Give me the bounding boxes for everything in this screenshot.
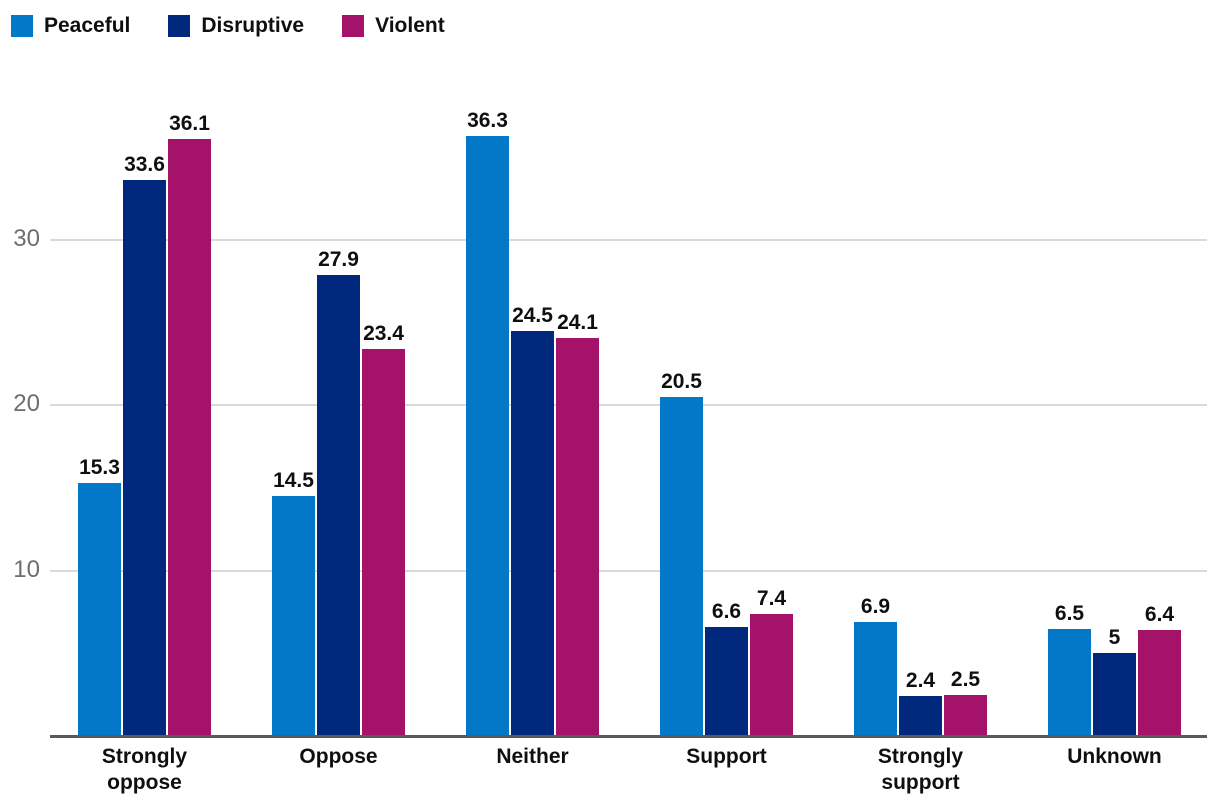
bar-disruptive [705, 626, 748, 736]
bar-peaceful [660, 397, 703, 736]
bar-peaceful [272, 496, 315, 736]
x-axis-category-label: Strongly support [877, 745, 964, 794]
y-axis-tick-label: 30 [13, 225, 40, 252]
y-axis-tick-label: 10 [13, 555, 40, 583]
bar-value-label: 23.4 [363, 322, 404, 346]
bar-value-label: 20.5 [661, 370, 702, 394]
bar-disruptive [511, 330, 554, 736]
bar-violent [362, 349, 405, 736]
bar-value-label: 33.6 [124, 153, 165, 177]
bar-violent [1138, 630, 1181, 736]
gridline-30 [50, 239, 1207, 241]
legend-label: Violent [375, 14, 445, 37]
bar-violent [750, 613, 793, 736]
legend-label: Peaceful [44, 14, 131, 37]
chart-legend: Peaceful Disruptive Violent [11, 14, 445, 38]
legend-item-disruptive: Disruptive [168, 14, 304, 38]
bar-disruptive [1093, 653, 1136, 736]
legend-swatch-icon [11, 15, 33, 37]
x-axis-line [50, 735, 1207, 738]
bar-value-label: 6.6 [711, 599, 742, 623]
bar-value-label: 7.4 [756, 586, 787, 610]
bar-value-label: 6.5 [1054, 601, 1085, 625]
bar-value-label: 6.9 [860, 594, 891, 618]
legend-label: Disruptive [201, 14, 305, 37]
bar-value-label: 24.1 [557, 310, 598, 334]
bar-violent [944, 694, 987, 736]
x-axis-category-label: Neither [496, 745, 569, 768]
bar-value-label: 2.4 [905, 669, 936, 693]
bar-value-label: 5 [1108, 626, 1121, 650]
x-axis-category-label: Oppose [299, 745, 378, 768]
bar-peaceful [1048, 628, 1091, 736]
y-axis-tick-label: 20 [13, 390, 40, 418]
x-axis-category-label: Strongly oppose [101, 745, 188, 794]
bar-value-label: 27.9 [318, 247, 359, 271]
legend-swatch-icon [342, 15, 365, 37]
bar-peaceful [466, 135, 509, 736]
bar-violent [556, 337, 599, 736]
legend-item-peaceful: Peaceful [11, 14, 130, 38]
bar-value-label: 36.1 [169, 112, 210, 136]
bar-value-label: 36.3 [467, 108, 508, 132]
x-axis-category-label: Unknown [1067, 745, 1162, 768]
bar-value-label: 2.5 [950, 667, 981, 691]
gridline-10 [50, 569, 1207, 572]
bar-value-label: 6.4 [1144, 603, 1175, 627]
x-axis-category-label: Support [686, 745, 767, 768]
bar-peaceful [78, 483, 121, 736]
bar-value-label: 15.3 [79, 456, 120, 480]
bar-peaceful [854, 621, 897, 736]
bar-disruptive [317, 274, 360, 736]
legend-item-violent: Violent [342, 14, 445, 38]
bar-value-label: 14.5 [273, 469, 314, 493]
legend-swatch-icon [168, 15, 191, 37]
gridline-20 [50, 404, 1207, 407]
bar-violent [168, 139, 211, 736]
bar-value-label: 24.5 [512, 303, 553, 327]
bar-disruptive [899, 696, 942, 736]
bar-disruptive [123, 180, 166, 736]
